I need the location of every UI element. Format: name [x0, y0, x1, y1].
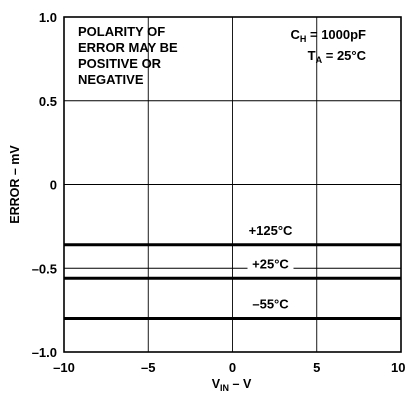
- x-tick-label: –5: [141, 360, 155, 375]
- condition-subscript: A: [316, 55, 323, 65]
- series-label-background: [243, 222, 298, 238]
- condition-value: = 1000pF: [306, 27, 366, 42]
- series-label-background: [247, 296, 294, 312]
- polarity-note-line: POLARITY OF: [78, 24, 165, 39]
- x-axis-label-main: V: [212, 377, 221, 391]
- y-tick-label: 0: [50, 178, 57, 193]
- series-label-background: [247, 256, 294, 272]
- condition-symbol: C: [290, 27, 300, 42]
- tick-labels: –10 –5 0 5 10 1.0 0.5 0 –0.5 –1.0: [32, 10, 406, 375]
- condition-symbol: T: [308, 48, 316, 63]
- series-label: +125°C: [249, 223, 293, 238]
- y-tick-label: 1.0: [39, 10, 57, 25]
- condition-subscript: H: [300, 34, 307, 44]
- series-lines: +125°C +25°C –55°C: [64, 222, 401, 320]
- x-axis-label: VIN – V: [212, 377, 252, 393]
- condition-value: = 25°C: [322, 48, 366, 63]
- y-axis-label: ERROR – mV: [8, 145, 22, 224]
- condition-label: TA = 25°C: [308, 48, 367, 65]
- series-label: +25°C: [252, 256, 289, 271]
- x-tick-label: –10: [53, 360, 75, 375]
- y-tick-label: –0.5: [32, 261, 57, 276]
- polarity-note-line: NEGATIVE: [78, 72, 144, 87]
- plot-frame: [63, 16, 402, 353]
- condition-label: CH = 1000pF: [290, 27, 366, 44]
- polarity-note-line: POSITIVE OR: [78, 56, 162, 71]
- y-tick-label: 0.5: [39, 94, 57, 109]
- x-tick-label: 5: [313, 360, 320, 375]
- grid-lines: [64, 17, 401, 352]
- x-tick-label: 0: [229, 360, 236, 375]
- x-tick-label: 10: [391, 360, 405, 375]
- polarity-note-line: ERROR MAY BE: [78, 40, 178, 55]
- y-tick-label: –1.0: [32, 345, 57, 360]
- series-label: –55°C: [252, 297, 289, 312]
- x-axis-label-tail: – V: [229, 377, 252, 391]
- x-axis-label-subscript: IN: [220, 383, 229, 393]
